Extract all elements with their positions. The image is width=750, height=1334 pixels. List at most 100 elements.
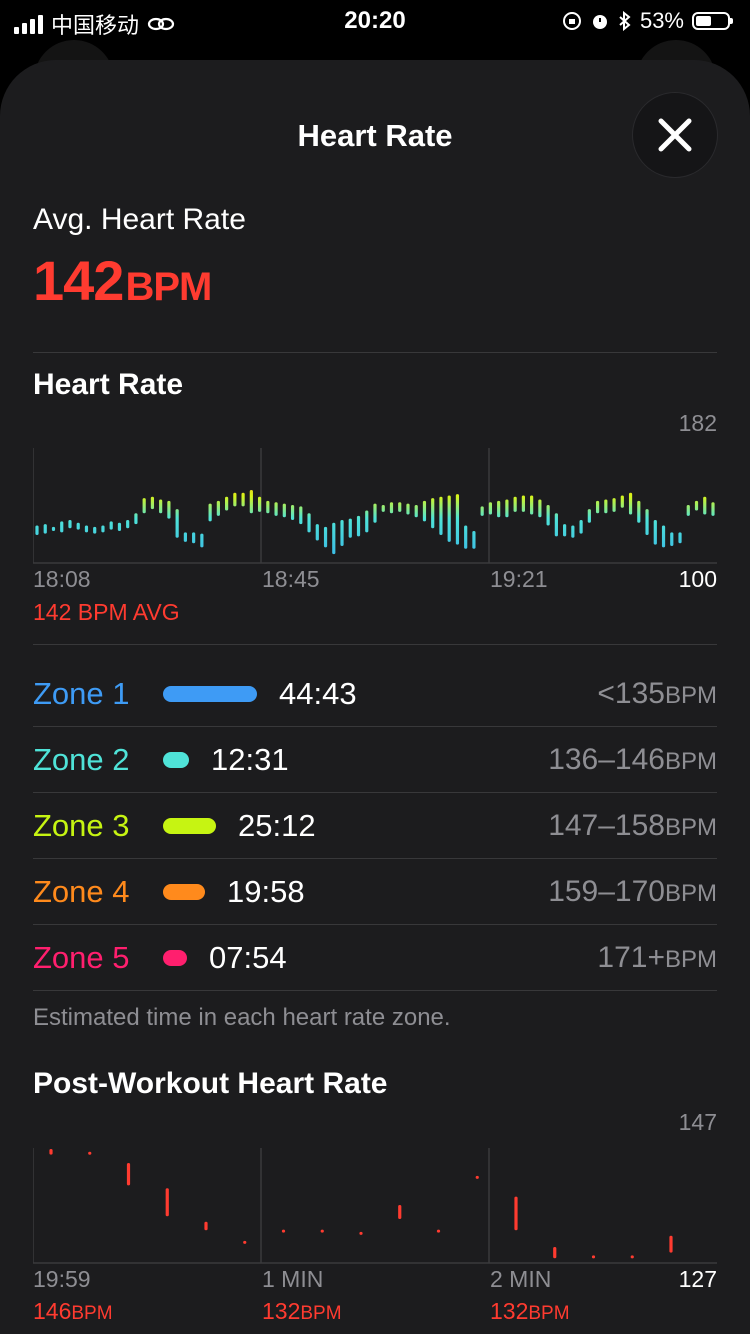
hr-bar: [225, 496, 229, 511]
hr-bar: [422, 500, 427, 522]
signal-icon: [14, 14, 43, 34]
hr-bar: [612, 498, 616, 512]
zone-range-unit: BPM: [664, 748, 717, 775]
post-bpm-value: 132: [262, 1298, 301, 1324]
zone-name: Zone 1: [33, 676, 130, 711]
zone-bar: [163, 686, 257, 702]
post-bpm-2: 132BPM: [262, 1298, 342, 1325]
zone-row-1[interactable]: Zone 1 44:43 <135BPM: [33, 661, 717, 727]
post-bpm-value: 132: [490, 1298, 529, 1324]
post-y-max: 147: [678, 1109, 717, 1135]
hr-bar: [43, 524, 47, 534]
hr-x-label-2: 18:45: [262, 566, 320, 592]
hr-bar: [299, 506, 303, 525]
post-bpm-unit: BPM: [300, 1303, 342, 1324]
post-hr-mark: [88, 1151, 92, 1155]
zone-range-unit: BPM: [664, 880, 717, 907]
hr-bar: [389, 502, 394, 514]
post-hr-mark: [630, 1255, 634, 1259]
hr-bar: [192, 532, 196, 544]
hr-bar: [505, 499, 509, 518]
hr-bar: [84, 525, 89, 533]
hr-bar: [373, 503, 377, 523]
post-hr-mark: [243, 1240, 247, 1244]
hr-bar: [447, 495, 451, 542]
divider: [33, 644, 717, 645]
zone-name: Zone 5: [33, 940, 130, 975]
link-icon: [147, 17, 175, 31]
hr-y-min: 100: [678, 566, 717, 592]
hr-bar: [257, 496, 262, 512]
post-hr-mark: [281, 1229, 286, 1233]
post-hr-mark: [320, 1229, 324, 1233]
close-button[interactable]: [632, 92, 718, 178]
post-hr-mark: [475, 1175, 479, 1179]
heart-rate-chart: [33, 445, 717, 565]
post-y-min: 127: [678, 1266, 717, 1292]
post-hr-mark: [204, 1221, 208, 1231]
hr-bar: [620, 495, 624, 508]
hr-bar: [101, 525, 105, 533]
hr-bar: [488, 502, 493, 515]
hr-bar: [406, 503, 410, 515]
hr-bar: [455, 494, 460, 545]
hr-bar: [249, 489, 253, 514]
zone-row-5[interactable]: Zone 5 07:54 171+BPM: [33, 925, 717, 991]
zone-row-3[interactable]: Zone 3 25:12 147–158BPM: [33, 793, 717, 859]
post-bpm-3: 132BPM: [490, 1298, 570, 1325]
hr-bar: [711, 502, 715, 516]
post-hr-mark: [126, 1163, 131, 1186]
hr-bar: [563, 524, 567, 537]
post-bpm-1: 146BPM: [33, 1298, 113, 1325]
hr-bar: [282, 503, 286, 518]
zone-divider: [33, 924, 717, 925]
heart-rate-chart-svg: [33, 448, 717, 564]
hr-bar: [538, 499, 542, 518]
status-time: 20:20: [344, 7, 406, 34]
heart-rate-chart-title: Heart Rate: [33, 368, 184, 401]
post-bpm-value: 146: [33, 1298, 72, 1324]
zone-row-4[interactable]: Zone 4 19:58 159–170BPM: [33, 859, 717, 925]
zone-range-unit: BPM: [664, 814, 717, 841]
hr-bar: [431, 498, 435, 529]
hr-bar: [472, 530, 476, 549]
status-right: 53%: [562, 8, 733, 34]
post-bpm-unit: BPM: [71, 1303, 113, 1324]
hr-bar: [307, 513, 311, 533]
hr-bar: [703, 496, 707, 515]
zone-time: 25:12: [238, 808, 316, 843]
hr-bar: [134, 513, 138, 525]
hr-bar: [183, 532, 187, 542]
post-workout-chart-svg: [33, 1148, 717, 1264]
post-hr-mark: [669, 1235, 673, 1253]
orientation-lock-icon: [562, 12, 581, 30]
hr-bar: [521, 495, 525, 512]
post-x-label-3: 2 MIN: [490, 1266, 552, 1292]
hr-avg-annotation: 142 BPM AVG: [33, 599, 180, 625]
hr-bar: [587, 509, 591, 523]
zone-time: 12:31: [211, 742, 289, 777]
zone-name: Zone 4: [33, 874, 130, 909]
hr-bar: [381, 505, 385, 512]
hr-bar: [678, 532, 682, 544]
post-x-label-2: 1 MIN: [262, 1266, 324, 1292]
hr-bar: [579, 520, 583, 534]
bluetooth-icon: [619, 11, 631, 31]
hr-bar: [274, 502, 278, 516]
avg-unit: BPM: [125, 265, 212, 309]
hr-bar: [628, 492, 633, 515]
battery-icon: [692, 12, 733, 30]
hr-bar: [35, 525, 39, 536]
hr-bar: [694, 500, 699, 511]
zone-divider: [33, 858, 717, 859]
post-workout-title: Post-Workout Heart Rate: [33, 1067, 388, 1100]
avg-heart-rate-label: Avg. Heart Rate: [33, 203, 246, 236]
hr-bar: [637, 500, 641, 523]
hr-bar: [216, 500, 220, 516]
status-bar: 中国移动 20:20 53%: [0, 0, 750, 40]
heart-rate-sheet: Heart Rate Avg. Heart Rate 142BPM Heart …: [0, 60, 750, 1334]
hr-bar: [167, 500, 171, 519]
hr-bar: [645, 509, 649, 536]
zone-row-2[interactable]: Zone 2 12:31 136–146BPM: [33, 727, 717, 793]
hr-x-label-1: 18:08: [33, 566, 91, 592]
